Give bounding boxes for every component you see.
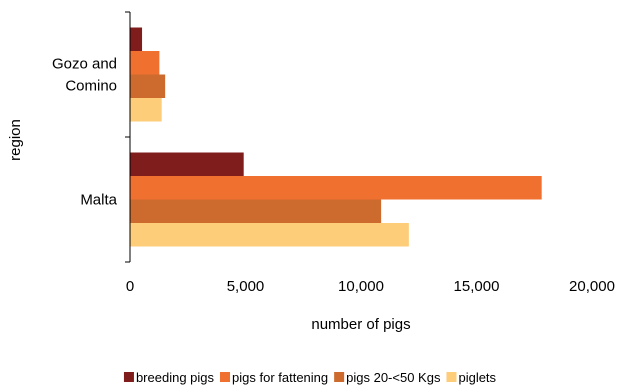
legend-swatch xyxy=(220,372,231,382)
legend-swatch xyxy=(123,372,134,382)
y-axis-title: region xyxy=(7,119,24,161)
y-category-label: Malta xyxy=(80,192,117,209)
legend-item: piglets xyxy=(446,370,497,385)
bars xyxy=(130,27,542,247)
bar xyxy=(130,199,382,223)
bar xyxy=(130,51,160,75)
x-tick-label: 5,000 xyxy=(227,278,265,295)
y-category-labels: Gozo and Comino Malta xyxy=(52,56,118,209)
x-tick-label: 10,000 xyxy=(338,278,384,295)
legend-item: pigs 20-<50 Kgs xyxy=(334,370,441,385)
legend-label: pigs for fattening xyxy=(232,370,328,385)
legend-item: breeding pigs xyxy=(123,370,215,385)
axes: 0 5,000 10,000 15,000 20,000 xyxy=(125,11,615,295)
legend: breeding pigs pigs for fattening pigs 20-<… xyxy=(123,370,497,385)
legend-label: pigs 20-<50 Kgs xyxy=(346,370,441,385)
y-axis-ticks xyxy=(125,11,130,263)
bar xyxy=(130,223,409,247)
bar xyxy=(130,27,143,51)
x-tick-label: 0 xyxy=(126,278,134,295)
legend-label: piglets xyxy=(458,370,496,385)
bar xyxy=(130,98,162,122)
y-category-label: Gozo and Comino xyxy=(52,56,117,95)
x-axis-ticks: 0 5,000 10,000 15,000 20,000 xyxy=(126,278,615,295)
legend-label: breeding pigs xyxy=(136,370,215,385)
x-tick-label: 20,000 xyxy=(569,278,615,295)
legend-item: pigs for fattening xyxy=(220,370,328,385)
x-axis-title: number of pigs xyxy=(311,316,410,333)
legend-swatch xyxy=(334,372,345,382)
legend-swatch xyxy=(446,372,457,382)
x-tick-label: 15,000 xyxy=(454,278,500,295)
bar xyxy=(130,74,166,98)
bar xyxy=(130,176,542,200)
bar xyxy=(130,152,244,176)
